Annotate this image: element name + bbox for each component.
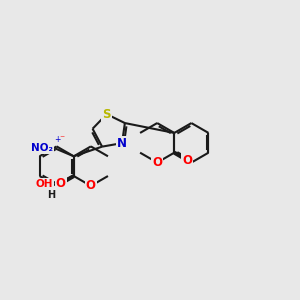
Text: O: O bbox=[86, 179, 96, 192]
Text: H: H bbox=[47, 190, 56, 200]
Text: NO₂: NO₂ bbox=[31, 143, 53, 153]
Text: ⁻: ⁻ bbox=[60, 134, 65, 144]
Text: S: S bbox=[102, 108, 111, 121]
Text: N: N bbox=[117, 136, 127, 150]
Text: O: O bbox=[152, 156, 162, 169]
Text: +: + bbox=[54, 135, 61, 144]
Text: OH: OH bbox=[36, 179, 53, 189]
Text: O: O bbox=[182, 154, 192, 167]
Text: O: O bbox=[56, 177, 66, 190]
